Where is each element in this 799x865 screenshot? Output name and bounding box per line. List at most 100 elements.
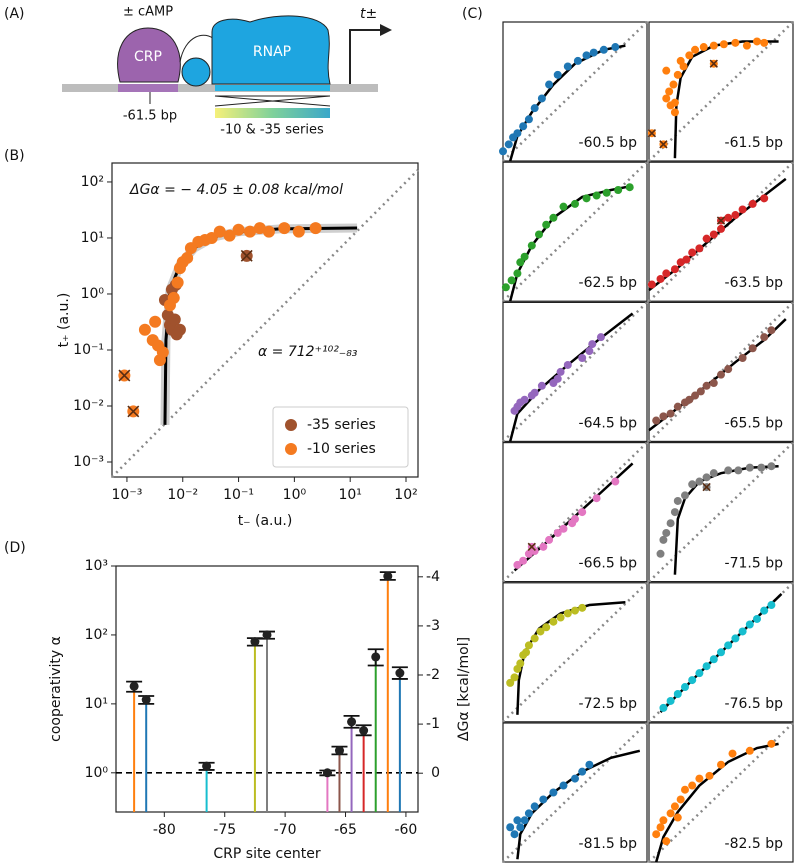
x-tick-label: -70 <box>274 822 297 838</box>
data-point <box>709 379 718 388</box>
data-point <box>553 528 562 537</box>
data-point <box>767 462 776 471</box>
data-point <box>705 771 714 780</box>
plot-frame <box>648 301 794 442</box>
x-tick-label: -80 <box>153 822 176 838</box>
data-point <box>520 395 529 404</box>
data-point <box>717 224 725 233</box>
data-point <box>659 535 668 544</box>
crp-shape <box>117 27 181 83</box>
data-point <box>728 749 737 758</box>
panel-label: (C) <box>462 6 483 22</box>
data-point <box>520 252 529 261</box>
y-tick-label: 10⁰ <box>81 286 105 302</box>
data-point <box>611 43 620 52</box>
y-tick-label: 10⁻² <box>73 398 104 414</box>
x-tick-label: 10⁻³ <box>112 487 143 503</box>
data-point <box>652 416 661 425</box>
data-point <box>688 781 697 790</box>
data-point <box>702 473 711 482</box>
data-point <box>510 673 519 682</box>
data-point <box>530 388 539 397</box>
data-point <box>670 508 679 517</box>
data-point <box>359 726 369 736</box>
data-point <box>709 655 718 664</box>
x-tick-label: 10² <box>394 487 417 503</box>
data-point <box>582 51 591 60</box>
y-tick-label: 10² <box>85 627 108 643</box>
data-point <box>742 41 751 50</box>
y-tick-label: 10¹ <box>85 696 108 712</box>
data-point <box>559 781 568 790</box>
data-point <box>709 469 718 478</box>
data-point <box>731 38 740 47</box>
variants <box>214 95 331 107</box>
data-point <box>738 627 747 636</box>
data-point <box>662 528 671 537</box>
data-point <box>513 269 522 278</box>
data-point <box>578 354 587 362</box>
data-point <box>506 823 515 832</box>
data-point <box>760 38 769 47</box>
data-point <box>559 202 568 211</box>
data-point <box>530 634 539 643</box>
data-point <box>682 255 691 264</box>
data-point <box>596 333 605 342</box>
data-point <box>519 122 528 131</box>
data-point <box>670 265 679 274</box>
y-tick-label: 10¹ <box>81 230 104 246</box>
data-point <box>681 785 689 794</box>
data-point <box>383 571 393 581</box>
data-point <box>670 802 679 811</box>
panel-label: (A) <box>4 6 25 22</box>
diagram: ± cAMP CRP RNAP t± -61.5 bp -10 & -35 se… <box>62 5 392 138</box>
data-point <box>545 80 554 89</box>
data-point <box>549 617 558 626</box>
y-tick-label: 10⁻¹ <box>73 342 104 358</box>
x-axis-label: t₋ (a.u.) <box>238 513 293 529</box>
excluded-mark <box>702 482 711 492</box>
data-point <box>731 634 740 643</box>
data-point <box>656 274 665 283</box>
data-point <box>262 225 275 238</box>
data-point <box>578 603 587 612</box>
data-point <box>309 222 322 235</box>
data-point <box>688 676 697 685</box>
data-point <box>673 813 682 822</box>
data-point <box>767 739 776 748</box>
data-point <box>709 230 718 239</box>
data-point <box>767 601 776 610</box>
data-point <box>666 809 675 818</box>
plot-frame <box>502 442 648 583</box>
data-point <box>171 276 184 289</box>
data-point <box>516 258 525 267</box>
data-point <box>549 788 558 797</box>
data-point <box>724 466 733 475</box>
x-tick-label: -65 <box>334 822 357 838</box>
panel-annotation: -76.5 bp <box>725 696 784 712</box>
data-point <box>662 94 671 103</box>
data-point <box>656 823 665 832</box>
excluded-mark <box>647 129 657 138</box>
data-point <box>129 681 139 691</box>
data-point <box>395 668 405 678</box>
data-point <box>659 412 668 421</box>
plot-frame <box>502 722 648 863</box>
x-tick-label: 10¹ <box>338 487 361 503</box>
data-point <box>688 480 697 489</box>
data-point <box>760 333 769 342</box>
data-point <box>578 508 587 517</box>
data-point <box>539 542 548 551</box>
data-point <box>767 326 776 335</box>
data-point <box>213 225 226 238</box>
plot-frame <box>111 162 419 478</box>
y-tick-label: 10⁰ <box>85 765 109 781</box>
y2-tick-label: 0 <box>431 765 440 781</box>
data-point <box>250 637 260 647</box>
data-point <box>662 837 671 846</box>
alpha-ctd <box>181 57 211 87</box>
crp-site <box>118 84 178 92</box>
fit-line <box>654 742 779 863</box>
x-tick-label: 10⁻² <box>167 487 198 503</box>
